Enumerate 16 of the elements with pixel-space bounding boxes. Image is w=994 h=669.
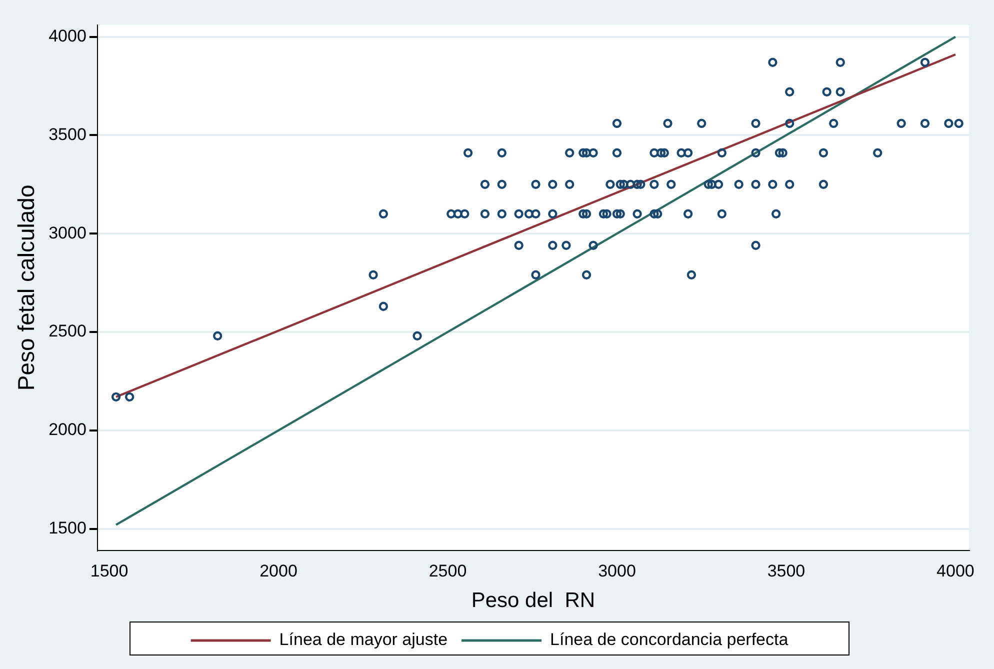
- y-tick-label: 2000: [48, 420, 86, 440]
- y-tick-label: 4000: [48, 26, 86, 46]
- x-tick-label: 3000: [598, 561, 636, 580]
- x-axis-title: Peso del RN: [471, 589, 596, 612]
- x-tick-label: 2000: [260, 561, 298, 580]
- x-tick-label: 4000: [936, 561, 974, 580]
- y-tick-label: 3000: [48, 223, 86, 242]
- y-axis-title: Peso fetal calculado: [13, 184, 40, 391]
- x-tick-label: 3500: [767, 561, 806, 580]
- x-tick-label: 2500: [428, 561, 467, 580]
- y-tick-label: 1500: [48, 518, 86, 538]
- legend-label: Línea de concordancia perfecta: [550, 630, 789, 650]
- legend-label: Línea de mayor ajuste: [279, 630, 448, 650]
- y-tick-label: 3500: [48, 124, 86, 144]
- y-tick-label: 2500: [48, 322, 86, 341]
- x-tick-label: 1500: [90, 561, 128, 580]
